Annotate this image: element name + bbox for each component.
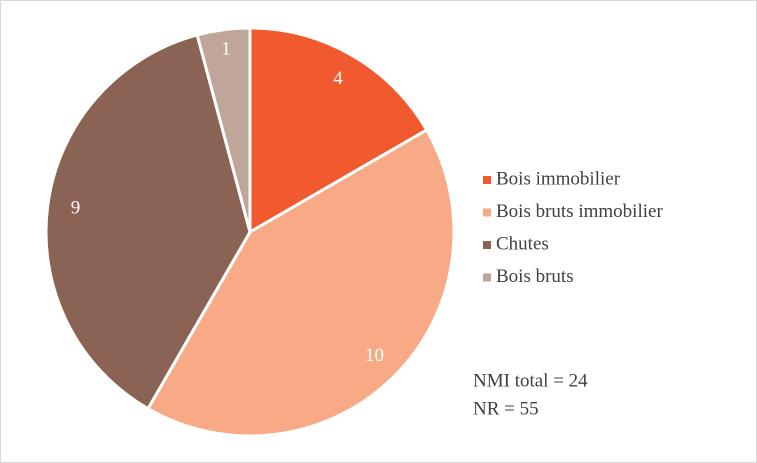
legend-label: Bois immobilier: [496, 168, 621, 189]
legend-swatch: [483, 208, 491, 217]
legend-swatch: [483, 273, 491, 282]
legend-label: Bois bruts immobilier: [496, 201, 663, 222]
legend-swatch: [483, 241, 491, 249]
annotation: NR = 55: [473, 398, 539, 419]
data-label: 9: [71, 197, 81, 218]
annotation: NMI total = 24: [473, 370, 588, 391]
legend: Bois immobilier Bois bruts immobilier Chut…: [483, 168, 663, 287]
legend-swatch: [483, 176, 491, 184]
pie-slice: [195, 26, 252, 233]
pie-slice: [145, 127, 456, 438]
pie: 4 10 9 1: [44, 26, 456, 438]
legend-label: Bois bruts: [496, 266, 574, 287]
data-label: 1: [221, 38, 231, 59]
legend-label: Chutes: [496, 233, 549, 254]
data-label: 4: [333, 68, 343, 89]
pie-slice: [44, 33, 252, 411]
data-label: 10: [365, 345, 384, 366]
pie-slice: [248, 26, 429, 235]
